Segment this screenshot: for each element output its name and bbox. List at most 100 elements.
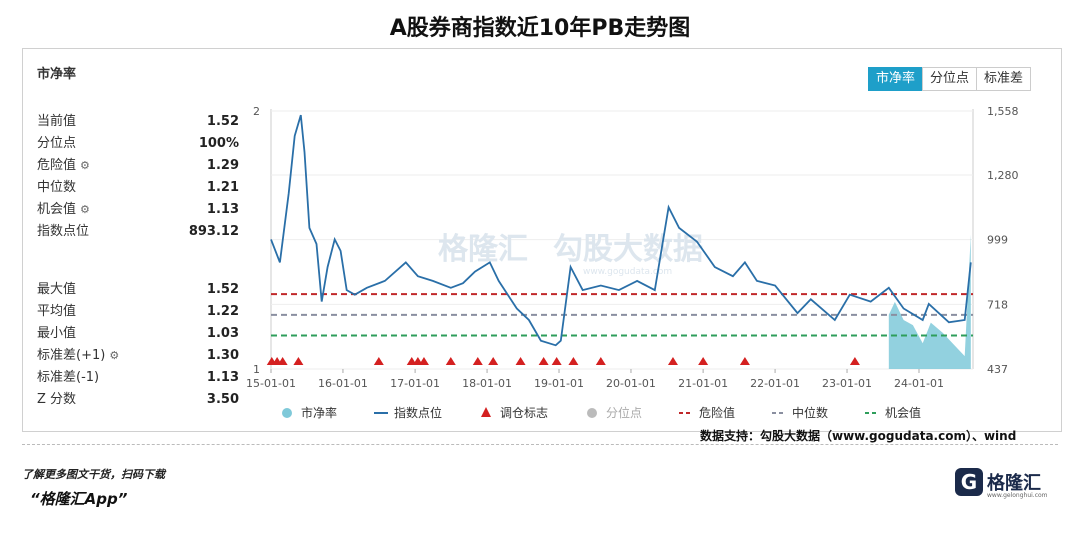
gear-icon[interactable]: ⚙ <box>80 203 90 216</box>
legend-symbol <box>587 408 597 418</box>
x-tick-label: 17-01-01 <box>390 377 440 390</box>
rebalance-marker <box>538 357 549 365</box>
brand-logo: G 格隆汇 www.gelonghui.com <box>955 468 1048 499</box>
stat-value: 3.50 <box>206 392 239 407</box>
stat-label: 平均值 <box>37 304 77 319</box>
stat-value: 1.03 <box>206 326 239 341</box>
stat-value: 1.13 <box>206 370 239 385</box>
x-tick-label: 18-01-01 <box>462 377 512 390</box>
stat-value: 1.52 <box>206 282 239 297</box>
rebalance-marker <box>698 357 709 365</box>
stat-label: 当前值 <box>37 114 77 129</box>
x-tick-label: 21-01-01 <box>678 377 728 390</box>
legend-label: 调仓标志 <box>500 406 548 420</box>
x-tick-label: 23-01-01 <box>822 377 872 390</box>
stat-label: 最小值 <box>37 326 77 341</box>
rebalance-marker <box>595 357 606 365</box>
stat-label: 标准差(+1) ⚙ <box>37 346 119 366</box>
stat-label: 标准差(-1) <box>37 370 100 385</box>
stat-label: 分位点 <box>37 136 77 151</box>
brand-logo-url: www.gelonghui.com <box>987 492 1048 499</box>
stat-label: 危险值 ⚙ <box>37 156 90 176</box>
rebalance-marker <box>515 357 526 365</box>
stat-label: 机会值 ⚙ <box>37 200 90 220</box>
rebalance-marker <box>667 357 678 365</box>
y-right-tick-label: 1,280 <box>987 169 1019 182</box>
rebalance-marker <box>418 357 429 365</box>
stat-row-b2: 最小值 1.03 <box>37 324 239 344</box>
y-left-tick-label: 2 <box>253 105 260 118</box>
stat-label: Z 分数 <box>37 392 77 407</box>
stat-label: 最大值 <box>37 282 77 297</box>
pb-chart: 1,558 1,280 999 718 437 2 115-01-01 16-01-01 17-… <box>246 105 1019 420</box>
legend-label: 市净率 <box>301 405 337 420</box>
stat-row-b3: 标准差(+1) ⚙ 1.30 <box>37 346 239 366</box>
legend-symbol <box>282 408 292 418</box>
rebalance-marker <box>551 357 562 365</box>
stat-value: 893.12 <box>188 224 239 239</box>
y-right-tick-label: 1,558 <box>987 105 1019 118</box>
stat-label: 中位数 <box>37 180 77 195</box>
watermark-site: www.gogudata.com <box>583 267 672 277</box>
stat-label: 指数点位 <box>37 224 90 239</box>
legend-label: 指数点位 <box>394 405 442 420</box>
stat-row-t5: 指数点位 893.12 <box>37 222 239 242</box>
stat-value: 1.13 <box>206 202 239 217</box>
rebalance-marker <box>849 357 860 365</box>
stat-value: 1.52 <box>206 114 239 129</box>
page-title: A股券商指数近10年PB走势图 <box>389 16 691 41</box>
panel-label: 市净率 <box>37 67 77 82</box>
x-tick-label: 24-01-01 <box>894 377 944 390</box>
tab-stddev[interactable]: 标准差 <box>976 67 1032 91</box>
watermark-brand2: 勾股大数据 <box>553 232 703 267</box>
brand-logo-text: 格隆汇 <box>987 473 1041 494</box>
metric-tabs: 市净率 分位点 标准差 <box>868 67 1032 91</box>
rebalance-marker <box>739 357 750 365</box>
stat-value: 1.21 <box>206 180 239 195</box>
pb-area <box>888 234 971 369</box>
stat-row-b5: Z 分数 3.50 <box>37 390 239 410</box>
rebalance-marker <box>373 357 384 365</box>
rebalance-marker <box>568 357 579 365</box>
gear-icon[interactable]: ⚙ <box>80 159 90 172</box>
promo-text: 了解更多图文干货，扫码下载 <box>22 468 165 481</box>
y-right-tick-label: 999 <box>987 234 1008 247</box>
watermark-brand: 格隆汇 <box>438 232 528 267</box>
stat-row-t4: 机会值 ⚙ 1.13 <box>37 200 239 220</box>
x-tick-label: 20-01-01 <box>606 377 656 390</box>
stat-row-t0: 当前值 1.52 <box>37 112 239 132</box>
x-tick-label: 22-01-01 <box>750 377 800 390</box>
rebalance-marker <box>488 357 499 365</box>
legend-label: 中位数 <box>792 405 828 420</box>
chart-panel: 市净率 市净率 分位点 标准差 1,558 1,280 999 718 437 2 1 15-… <box>22 48 1062 432</box>
stat-value: 1.22 <box>206 304 239 319</box>
stat-row-t1: 分位点 100% <box>37 134 239 154</box>
promo-app-name: “格隆汇App” <box>30 490 128 508</box>
rebalance-marker <box>277 357 288 365</box>
index-line <box>270 114 972 347</box>
stat-row-b4: 标准差(-1) 1.13 <box>37 368 239 388</box>
footer-divider <box>22 444 1058 445</box>
stat-value: 1.30 <box>206 348 239 363</box>
y-left-tick-label: 1 <box>253 363 260 376</box>
stat-row-t2: 危险值 ⚙ 1.29 <box>37 156 239 176</box>
legend-label: 分位点 <box>606 405 642 420</box>
y-right-tick-label: 718 <box>987 298 1008 311</box>
stat-value: 1.29 <box>206 158 239 173</box>
x-tick-label: 15-01-01 <box>246 377 296 390</box>
stat-row-b1: 平均值 1.22 <box>37 302 239 322</box>
stat-row-b0: 最大值 1.52 <box>37 280 239 300</box>
stat-row-t3: 中位数 1.21 <box>37 178 239 198</box>
rebalance-marker <box>293 357 304 365</box>
legend-symbol <box>481 407 491 417</box>
data-source: 数据支持：勾股大数据（www.gogudata.com）、wind <box>700 429 1017 443</box>
legend-label: 危险值 <box>699 405 735 420</box>
legend-label: 机会值 <box>885 405 921 420</box>
gear-icon[interactable]: ⚙ <box>109 349 120 362</box>
rebalance-marker <box>445 357 456 365</box>
rebalance-marker <box>472 357 483 365</box>
x-tick-label: 19-01-01 <box>534 377 584 390</box>
stat-value: 100% <box>198 136 239 151</box>
brand-logo-icon: G <box>955 468 983 496</box>
y-right-tick-label: 437 <box>987 363 1008 376</box>
